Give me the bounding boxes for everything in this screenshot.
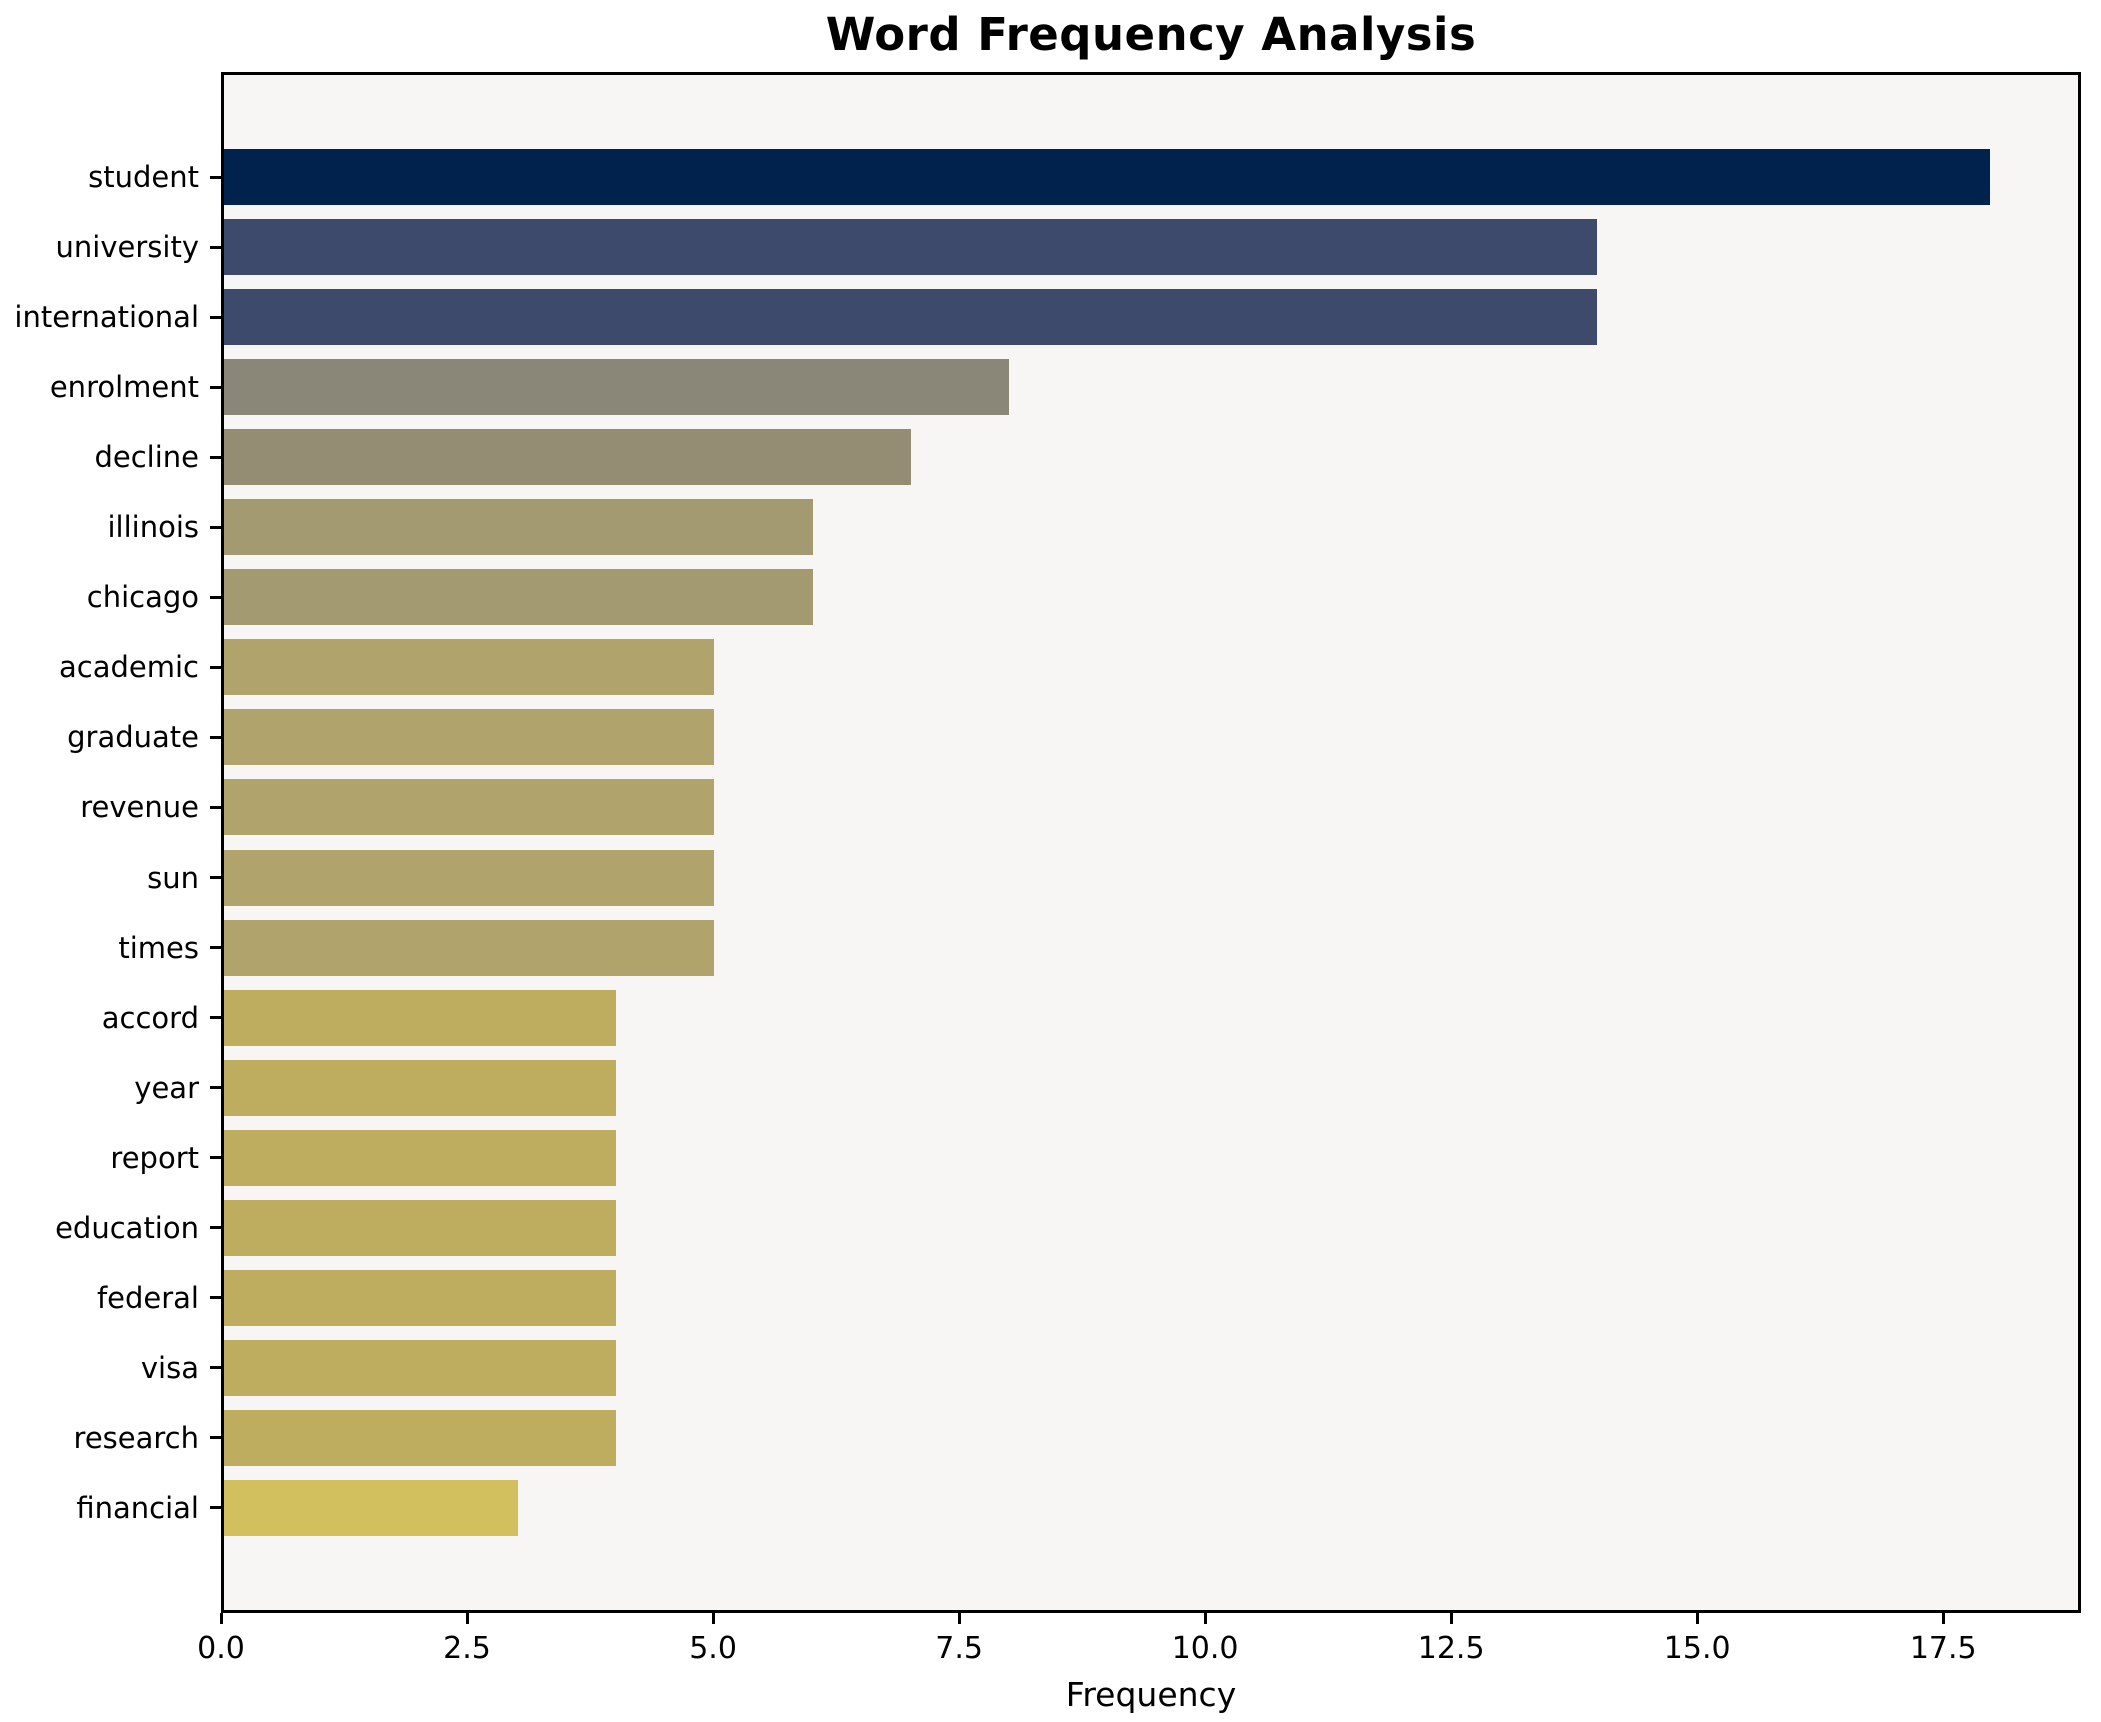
y-tick-mark bbox=[210, 1226, 221, 1230]
x-tick-label: 12.5 bbox=[1417, 1631, 1485, 1666]
bar-times bbox=[224, 919, 715, 976]
y-tick-label-times: times bbox=[118, 930, 199, 965]
y-tick-mark bbox=[210, 595, 221, 599]
y-tick-label-revenue: revenue bbox=[80, 790, 199, 825]
y-tick-label-chicago: chicago bbox=[86, 580, 199, 615]
bar-decline bbox=[224, 429, 911, 486]
y-tick-mark bbox=[210, 1086, 221, 1090]
x-tick-mark bbox=[1203, 1613, 1207, 1624]
y-tick-label-sun: sun bbox=[147, 860, 199, 895]
y-tick-label-graduate: graduate bbox=[67, 720, 199, 755]
y-tick-mark bbox=[210, 175, 221, 179]
y-tick-label-enrolment: enrolment bbox=[49, 370, 199, 405]
y-tick-label-university: university bbox=[55, 230, 199, 265]
bar-report bbox=[224, 1129, 617, 1186]
y-tick-mark bbox=[210, 315, 221, 319]
y-tick-label-academic: academic bbox=[59, 650, 199, 685]
y-tick-mark bbox=[210, 1296, 221, 1300]
y-tick-label-decline: decline bbox=[94, 440, 199, 475]
y-tick-mark bbox=[210, 946, 221, 950]
y-tick-label-education: education bbox=[55, 1210, 199, 1245]
y-tick-mark bbox=[210, 665, 221, 669]
y-tick-mark bbox=[210, 455, 221, 459]
x-tick-label: 0.0 bbox=[197, 1631, 245, 1666]
bar-chicago bbox=[224, 569, 813, 626]
bar-enrolment bbox=[224, 359, 1009, 416]
x-tick-mark bbox=[465, 1613, 469, 1624]
y-tick-label-student: student bbox=[88, 160, 199, 195]
x-tick-mark bbox=[711, 1613, 715, 1624]
y-tick-mark bbox=[210, 1016, 221, 1020]
x-tick-label: 2.5 bbox=[443, 1631, 491, 1666]
y-tick-mark bbox=[210, 805, 221, 809]
y-tick-label-illinois: illinois bbox=[107, 510, 199, 545]
y-tick-label-federal: federal bbox=[96, 1280, 199, 1315]
chart-title: Word Frequency Analysis bbox=[825, 8, 1477, 61]
y-tick-label-year: year bbox=[134, 1070, 199, 1105]
y-tick-label-research: research bbox=[73, 1420, 199, 1455]
bar-education bbox=[224, 1199, 617, 1256]
bar-revenue bbox=[224, 779, 715, 836]
y-tick-label-financial: financial bbox=[76, 1490, 199, 1525]
y-tick-mark bbox=[210, 245, 221, 249]
bar-academic bbox=[224, 639, 715, 696]
bar-federal bbox=[224, 1269, 617, 1326]
x-tick-label: 10.0 bbox=[1171, 1631, 1239, 1666]
bar-international bbox=[224, 289, 1598, 346]
bar-research bbox=[224, 1409, 617, 1466]
y-tick-mark bbox=[210, 1366, 221, 1370]
y-tick-mark bbox=[210, 1506, 221, 1510]
x-axis-label: Frequency bbox=[1065, 1675, 1237, 1714]
bar-student bbox=[224, 149, 1990, 206]
plot-area bbox=[221, 72, 2081, 1613]
x-tick-label: 15.0 bbox=[1663, 1631, 1731, 1666]
x-tick-label: 17.5 bbox=[1909, 1631, 1977, 1666]
bar-year bbox=[224, 1059, 617, 1116]
bar-financial bbox=[224, 1479, 519, 1536]
bar-sun bbox=[224, 849, 715, 906]
x-tick-mark bbox=[1695, 1613, 1699, 1624]
bar-accord bbox=[224, 989, 617, 1046]
x-tick-mark bbox=[957, 1613, 961, 1624]
y-tick-mark bbox=[210, 525, 221, 529]
bar-graduate bbox=[224, 709, 715, 766]
x-tick-label: 5.0 bbox=[689, 1631, 737, 1666]
y-tick-mark bbox=[210, 1156, 221, 1160]
y-tick-mark bbox=[210, 1436, 221, 1440]
x-tick-label: 7.5 bbox=[935, 1631, 983, 1666]
x-tick-mark bbox=[1941, 1613, 1945, 1624]
y-tick-mark bbox=[210, 385, 221, 389]
bar-illinois bbox=[224, 499, 813, 556]
bar-university bbox=[224, 219, 1598, 276]
x-tick-mark bbox=[1449, 1613, 1453, 1624]
y-tick-label-international: international bbox=[14, 300, 199, 335]
y-tick-label-accord: accord bbox=[101, 1000, 199, 1035]
y-tick-label-visa: visa bbox=[140, 1350, 199, 1385]
bar-visa bbox=[224, 1339, 617, 1396]
y-tick-mark bbox=[210, 876, 221, 880]
y-tick-label-report: report bbox=[110, 1140, 199, 1175]
y-tick-mark bbox=[210, 735, 221, 739]
x-tick-mark bbox=[219, 1613, 223, 1624]
